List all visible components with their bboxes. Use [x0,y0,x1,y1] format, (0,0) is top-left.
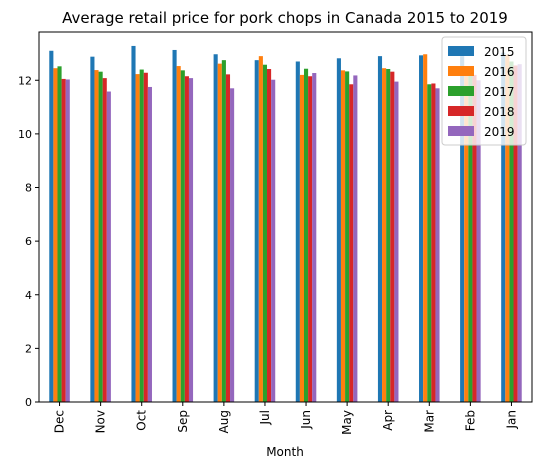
legend: 2015 2016 2017 2018 2019 [441,36,527,146]
x-tick-label: Jul [258,410,272,425]
bar-2015-jun [295,61,300,403]
legend-label-2017: 2017 [484,85,515,99]
bar-2018-dec [61,78,66,403]
bar-2017-oct [139,69,144,402]
bar-2017-jun [303,68,309,402]
y-tick-label: 4 [25,289,32,302]
bar-2018-sep [184,76,189,403]
bar-2015-dec [49,50,54,403]
bar-2016-jan [505,54,510,402]
bar-2016-jun [299,74,304,403]
legend-label-2016: 2016 [484,65,515,79]
bar-2016-aug [217,63,222,402]
legend-box [441,36,527,146]
bar-2015-feb [460,56,465,402]
bar-2017-aug [221,60,226,403]
bar-2015-aug [213,54,218,402]
x-axis-label: Month [266,445,304,459]
x-tick-label: Oct [135,410,149,431]
x-tick-label: Jun [299,410,313,430]
plot-frame [38,31,533,403]
x-tick-label: Feb [463,410,477,431]
bar-2016-oct [135,74,140,402]
bar-2019-mar [435,88,440,403]
bar-2016-feb [464,66,469,403]
bar-2019-jan [517,64,522,403]
y-tick-label: 12 [18,74,32,87]
bar-2017-nov [98,71,103,403]
bar-2019-dec [65,79,70,403]
bar-2016-sep [176,66,181,403]
bar-2019-apr [394,81,399,402]
bar-2018-jul [267,69,272,402]
y-tick-label: 6 [25,235,32,248]
bar-2017-jul [262,64,268,403]
bar-2018-jun [308,76,313,403]
legend-label-2015: 2015 [484,45,515,59]
bar-2018-nov [102,78,107,403]
y-tick-label: 8 [25,182,32,195]
bar-2015-sep [172,49,177,403]
bar-2015-mar [419,55,424,402]
legend-label-2019: 2019 [484,125,515,139]
x-tick-label: Sep [176,410,190,433]
x-tick-label: Jan [504,410,518,430]
bar-2016-mar [423,54,428,402]
bar-2018-feb [472,74,477,403]
bar-2017-sep [180,70,185,402]
bar-2017-mar [427,84,432,402]
legend-swatch-2019 [448,126,474,136]
legend-swatch-2017 [448,86,474,96]
bar-2018-oct [143,72,148,402]
x-axis: Dec Nov Oct Sep Aug Jul Jun May Apr Mar Feb Jan [53,402,518,435]
bar-2019-jul [271,79,276,402]
bar-2018-jan [513,65,518,402]
x-tick-label: Apr [381,410,395,431]
y-tick-label: 10 [18,128,32,141]
x-tick-label: May [340,410,354,435]
legend-swatch-2018 [448,106,474,116]
bar-2018-aug [225,74,231,403]
x-tick-label: Mar [422,410,436,433]
legend-label-2018: 2018 [484,105,515,119]
x-tick-label: Dec [53,410,67,433]
bar-2015-may [336,58,341,402]
bar-2017-jan [509,61,514,403]
bar-2016-apr [382,68,387,402]
bar-2019-nov [106,91,111,403]
legend-swatch-2016 [448,66,474,76]
x-tick-label: Aug [217,410,231,433]
bar-2015-jan [501,52,506,402]
bars-group [49,45,522,403]
bar-2019-sep [188,78,194,403]
y-tick-label: 2 [25,342,32,355]
bar-2015-jul [254,60,259,403]
bar-2016-nov [94,70,99,402]
legend-swatch-2015 [448,46,474,56]
bar-2019-feb [476,80,481,402]
bar-2019-aug [230,88,235,403]
bar-2018-apr [390,71,395,403]
bar-2019-oct [147,86,152,403]
bar-2019-jun [312,73,317,403]
chart-title: Average retail price for pork chops in C… [62,9,508,27]
bar-2019-may [353,75,358,403]
bar-2018-mar [431,83,436,402]
y-tick-label: 0 [25,396,32,409]
bar-2015-apr [377,56,383,402]
bar-2017-feb [468,69,473,402]
bar-2016-may [340,70,346,402]
bar-2015-nov [90,56,95,403]
bar-2017-apr [386,69,391,402]
x-tick-label: Nov [94,410,108,433]
bar-2016-jul [258,56,263,402]
bar-2018-may [349,84,354,402]
y-axis: 0 2 4 6 8 10 12 [18,74,39,409]
bar-2016-dec [53,68,58,402]
bar-2015-oct [131,45,136,402]
bar-2017-may [345,71,350,402]
bar-2017-dec [57,66,62,402]
